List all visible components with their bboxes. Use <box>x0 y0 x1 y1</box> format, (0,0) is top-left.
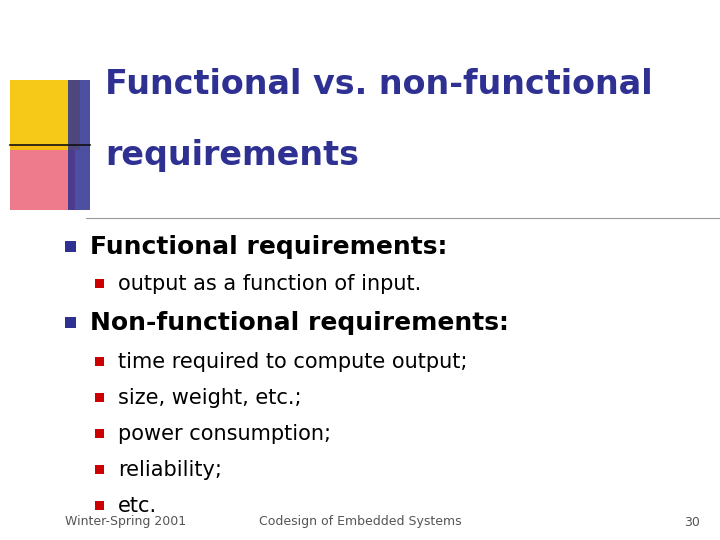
Text: 30: 30 <box>684 516 700 529</box>
Bar <box>95 465 104 474</box>
Bar <box>65 317 76 328</box>
Text: etc.: etc. <box>118 496 157 516</box>
Bar <box>68 80 90 210</box>
Bar <box>10 80 80 150</box>
Bar <box>95 357 104 366</box>
Text: Winter-Spring 2001: Winter-Spring 2001 <box>65 516 186 529</box>
Bar <box>10 145 75 210</box>
Bar <box>95 279 104 288</box>
Text: Non-functional requirements:: Non-functional requirements: <box>90 311 509 335</box>
Bar <box>95 393 104 402</box>
Text: time required to compute output;: time required to compute output; <box>118 352 467 372</box>
Text: Functional requirements:: Functional requirements: <box>90 235 447 259</box>
Text: output as a function of input.: output as a function of input. <box>118 274 421 294</box>
Text: size, weight, etc.;: size, weight, etc.; <box>118 388 302 408</box>
Text: reliability;: reliability; <box>118 460 222 480</box>
Bar <box>65 241 76 252</box>
Text: Functional vs. non-functional: Functional vs. non-functional <box>105 69 652 102</box>
Text: requirements: requirements <box>105 138 359 172</box>
Text: Codesign of Embedded Systems: Codesign of Embedded Systems <box>258 516 462 529</box>
Bar <box>95 501 104 510</box>
Bar <box>95 429 104 438</box>
Text: power consumption;: power consumption; <box>118 424 331 444</box>
